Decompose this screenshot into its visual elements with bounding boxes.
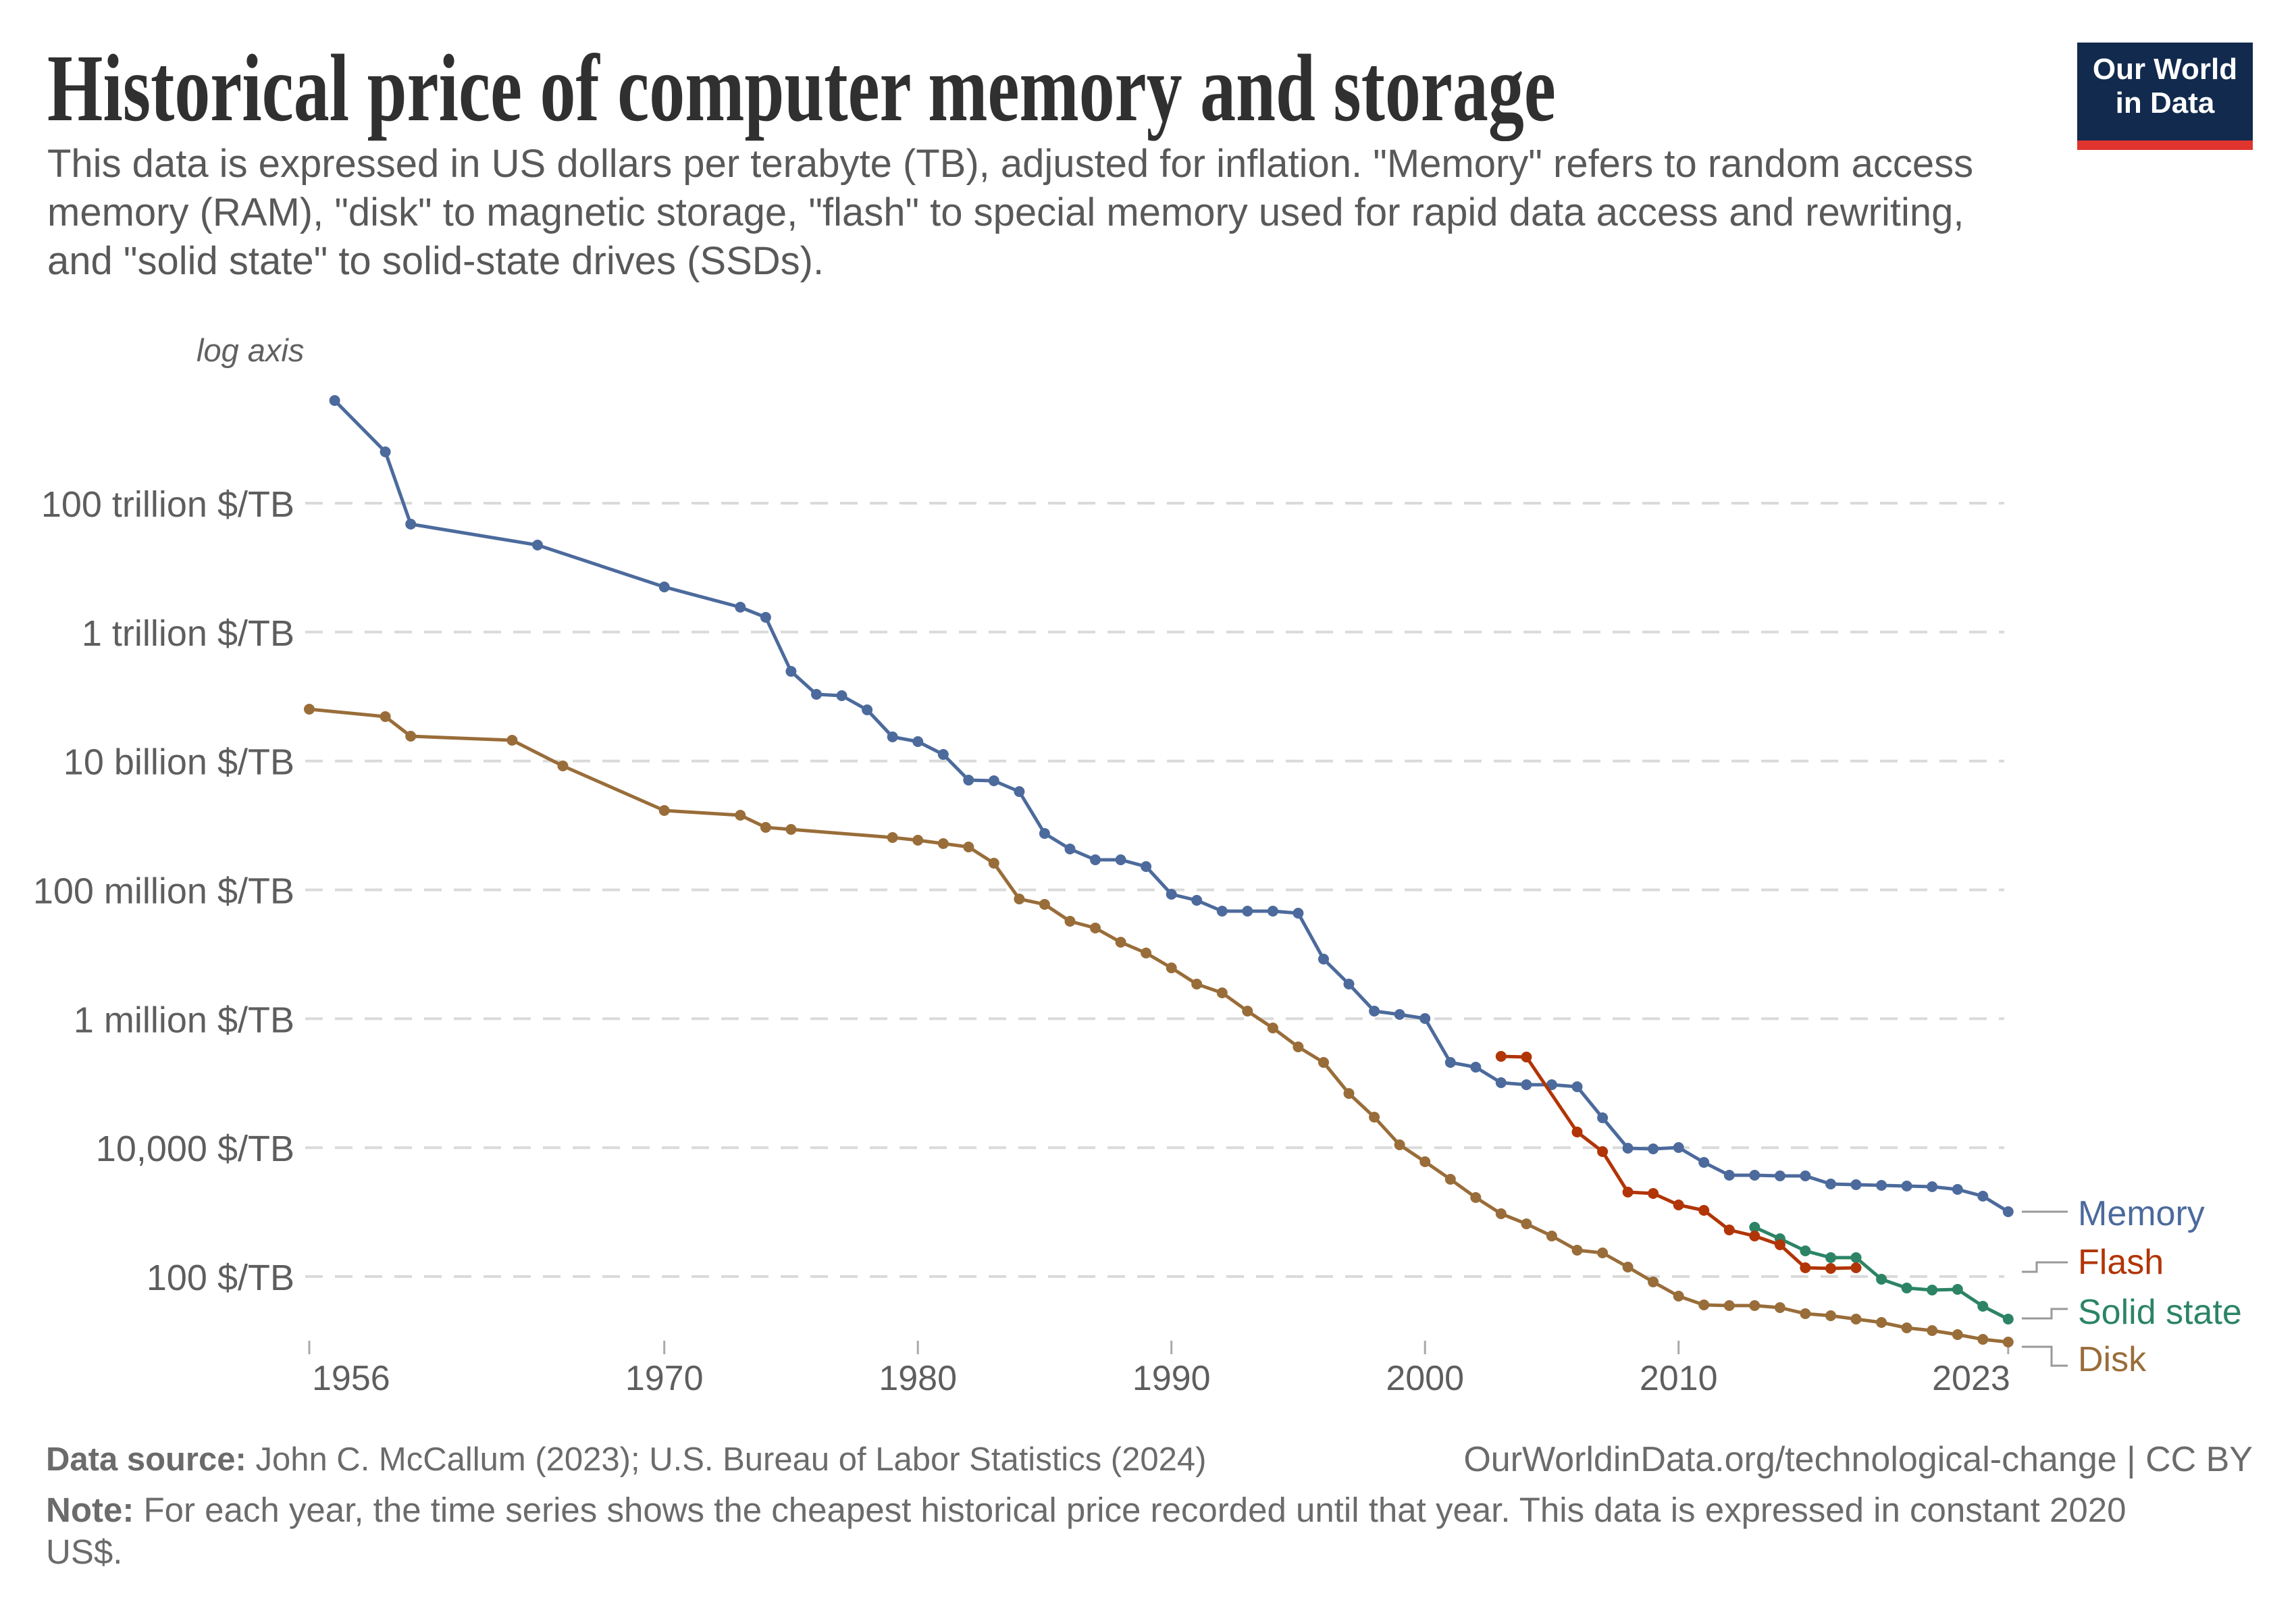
svg-text:Disk: Disk bbox=[2078, 1340, 2147, 1379]
svg-text:1 trillion $/TB: 1 trillion $/TB bbox=[82, 613, 294, 654]
svg-text:10,000 $/TB: 10,000 $/TB bbox=[96, 1129, 294, 1169]
svg-text:100 trillion $/TB: 100 trillion $/TB bbox=[41, 484, 294, 525]
svg-text:2000: 2000 bbox=[1386, 1359, 1464, 1398]
svg-text:1980: 1980 bbox=[879, 1359, 957, 1398]
svg-text:100 $/TB: 100 $/TB bbox=[147, 1258, 294, 1298]
svg-text:2023: 2023 bbox=[1932, 1359, 2010, 1398]
svg-text:1970: 1970 bbox=[625, 1359, 704, 1398]
svg-text:log axis: log axis bbox=[197, 332, 304, 368]
svg-text:1 million $/TB: 1 million $/TB bbox=[74, 1000, 294, 1040]
svg-text:100 million $/TB: 100 million $/TB bbox=[33, 871, 294, 912]
svg-text:Flash: Flash bbox=[2078, 1243, 2164, 1282]
svg-text:Solid state: Solid state bbox=[2078, 1293, 2242, 1332]
svg-text:10 billion $/TB: 10 billion $/TB bbox=[63, 742, 294, 783]
svg-text:1990: 1990 bbox=[1132, 1359, 1211, 1398]
svg-text:Memory: Memory bbox=[2078, 1194, 2205, 1233]
svg-text:1956: 1956 bbox=[312, 1359, 390, 1398]
svg-text:2010: 2010 bbox=[1640, 1359, 1718, 1398]
